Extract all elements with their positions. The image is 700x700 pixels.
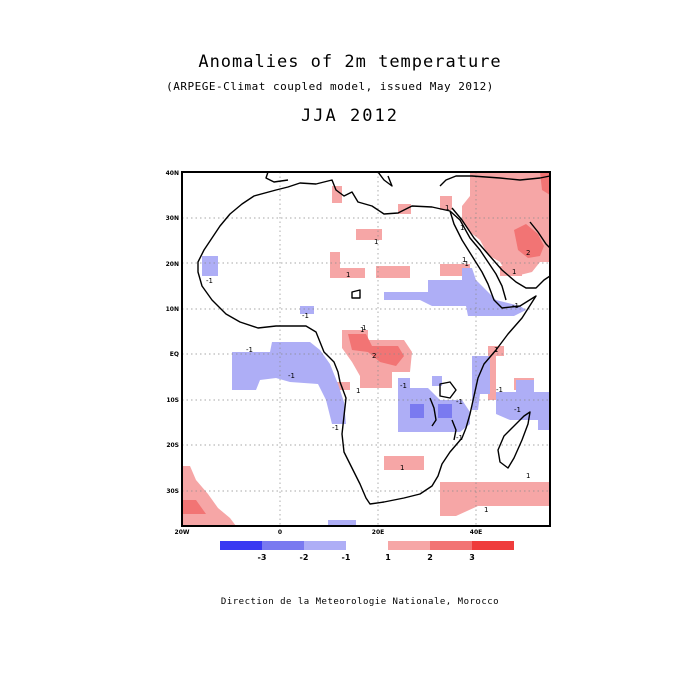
contour-label: 1 <box>400 464 404 472</box>
contour-label: 1 <box>362 324 366 332</box>
persian-gulf-coast <box>529 221 551 249</box>
contour-label: -1 <box>400 382 407 390</box>
longitude-labels: 20W 0 20E 40E <box>175 529 483 536</box>
anomaly-fields <box>182 172 550 526</box>
anomaly-region-libya <box>356 229 382 240</box>
anomaly-region-congo-east <box>398 378 470 432</box>
contour-labels: 1 1 1 1 2 1 1 1 -1 -1 -1 1 1 2 1 -1 -1 -… <box>206 204 530 514</box>
lon-label-0: 0 <box>278 529 282 536</box>
anomaly-region-south-edge <box>328 520 356 526</box>
map-title: Anomalies of 2m temperature <box>198 52 502 72</box>
legend-label-pos2: 2 <box>427 553 433 562</box>
color-legend: -3 -2 -1 1 2 3 <box>220 541 514 562</box>
contour-label: 1 <box>374 238 378 246</box>
lon-label-40e: 40E <box>470 529 482 536</box>
contour-label: -1 <box>206 277 213 285</box>
arabia-coastline <box>451 207 551 289</box>
contour-label: 1 <box>484 506 488 514</box>
legend-label-neg1: -1 <box>342 553 351 562</box>
contour-label: -1 <box>512 302 519 310</box>
lat-label-10n: 10N <box>166 306 179 313</box>
lat-label-30s: 30S <box>166 488 179 495</box>
anomaly-region-gulf-of-guinea <box>232 342 346 424</box>
contour-label: 2 <box>372 352 376 360</box>
contour-label: 1 <box>494 346 498 354</box>
lake-chad <box>351 289 361 299</box>
contour-label: 1 <box>356 387 360 395</box>
lon-label-20e: 20E <box>372 529 384 536</box>
anomaly-region-uganda <box>432 376 442 386</box>
contour-label: -1 <box>456 398 463 406</box>
contour-label: 1 <box>526 472 530 480</box>
lat-label-10s: 10S <box>166 397 179 404</box>
contour-label: 2 <box>526 249 530 257</box>
lat-label-30n: 30N <box>166 215 179 222</box>
anomaly-region-tunisia <box>332 186 342 203</box>
contour-label: 1 <box>445 204 449 212</box>
anomaly-region-south-atlantic-core <box>182 500 206 514</box>
legend-label-neg2: -2 <box>300 553 309 562</box>
anomaly-region-sinai <box>440 196 452 210</box>
anomaly-region-east-africa <box>472 356 490 410</box>
graticule <box>182 172 550 526</box>
negative-anomaly-regions <box>202 256 550 526</box>
anomaly-region-southern-ocean <box>440 482 550 516</box>
lat-label-40n: 40N <box>166 170 179 177</box>
lat-label-20n: 20N <box>166 261 179 268</box>
contour-label: 1 <box>360 326 364 334</box>
anomaly-region-sahel-east <box>384 268 526 316</box>
anomaly-region-congo-core <box>410 404 424 418</box>
madagascar-coastline <box>497 411 531 469</box>
anomaly-region-kenya <box>488 346 504 400</box>
italy-coast <box>377 171 393 187</box>
legend-swatch-neg2 <box>262 541 304 550</box>
lake-victoria <box>439 381 457 399</box>
lat-label-eq: EQ <box>170 351 179 358</box>
contour-label: 1 <box>346 271 350 279</box>
legend-label-pos3: 3 <box>469 553 475 562</box>
latitude-labels: 40N 30N 20N 10N EQ 10S 20S 30S <box>166 170 179 495</box>
contour-label: -1 <box>496 386 503 394</box>
contour-label: 1 <box>460 224 464 232</box>
contour-label: -1 <box>332 424 339 432</box>
coastlines <box>197 171 551 505</box>
lake-tanganyika <box>429 397 437 427</box>
contour-label: -1 <box>462 260 469 268</box>
legend-swatch-pos1 <box>388 541 430 550</box>
map-subtitle: (ARPEGE-Climat coupled model, issued May… <box>166 80 494 93</box>
legend-swatch-pos3 <box>472 541 514 550</box>
season-label: JJA 2012 <box>301 106 399 126</box>
legend-swatch-neg1 <box>304 541 346 550</box>
iberia-coast <box>265 171 289 183</box>
red-sea-coast <box>449 210 507 301</box>
legend-label-neg3: -3 <box>258 553 267 562</box>
contour-label: -1 <box>288 372 295 380</box>
contour-label: -1 <box>456 434 463 442</box>
anomaly-region-botswana <box>384 456 424 470</box>
anomaly-region-central-africa-core <box>348 334 404 366</box>
map-frame <box>181 171 551 527</box>
contour-label: -1 <box>514 406 521 414</box>
lake-malawi <box>451 419 457 441</box>
mediterranean-north-coast <box>439 175 551 187</box>
lon-label-20w: 20W <box>175 529 190 536</box>
anomaly-region-sahara-west <box>330 252 365 278</box>
anomaly-region-tanzania <box>438 404 452 418</box>
anomaly-region-arabia-core <box>514 224 544 258</box>
legend-label-pos1: 1 <box>385 553 391 562</box>
anomaly-region-mauritania <box>202 256 218 276</box>
contour-label: 1 <box>512 268 516 276</box>
anomaly-region-sahara-east <box>376 266 410 278</box>
anomaly-region-indian-ocean <box>496 380 550 430</box>
contour-label: -1 <box>302 312 309 320</box>
contour-label: -1 <box>246 346 253 354</box>
credit-footer: Direction de la Meteorologie Nationale, … <box>220 597 500 607</box>
africa-coastline <box>197 179 537 505</box>
legend-swatch-neg3 <box>220 541 262 550</box>
anomaly-region-mali <box>300 306 314 314</box>
lat-label-20s: 20S <box>166 442 179 449</box>
legend-swatch-pos2 <box>430 541 472 550</box>
contour-label: 1 <box>462 256 466 264</box>
